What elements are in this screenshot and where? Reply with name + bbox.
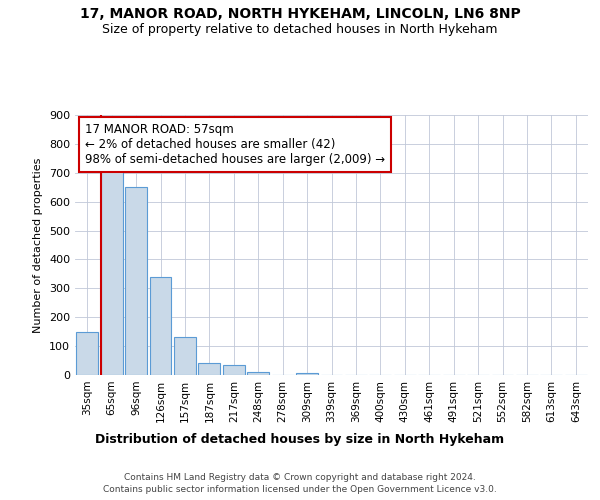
Bar [199,363,220,375]
Text: 17 MANOR ROAD: 57sqm
← 2% of detached houses are smaller (42)
98% of semi-detach: 17 MANOR ROAD: 57sqm ← 2% of detached ho… [85,123,385,166]
Text: Contains HM Land Registry data © Crown copyright and database right 2024.: Contains HM Land Registry data © Crown c… [124,472,476,482]
Y-axis label: Number of detached properties: Number of detached properties [34,158,43,332]
Text: Distribution of detached houses by size in North Hykeham: Distribution of detached houses by size … [95,432,505,446]
Text: Size of property relative to detached houses in North Hykeham: Size of property relative to detached ho… [102,22,498,36]
Text: Contains public sector information licensed under the Open Government Licence v3: Contains public sector information licen… [103,485,497,494]
Bar [149,277,172,375]
Text: 17, MANOR ROAD, NORTH HYKEHAM, LINCOLN, LN6 8NP: 17, MANOR ROAD, NORTH HYKEHAM, LINCOLN, … [80,8,520,22]
Bar [223,366,245,375]
Bar [174,338,196,375]
Bar [76,332,98,375]
Bar [296,372,318,375]
Bar [125,187,147,375]
Bar [247,372,269,375]
Bar [101,168,122,375]
